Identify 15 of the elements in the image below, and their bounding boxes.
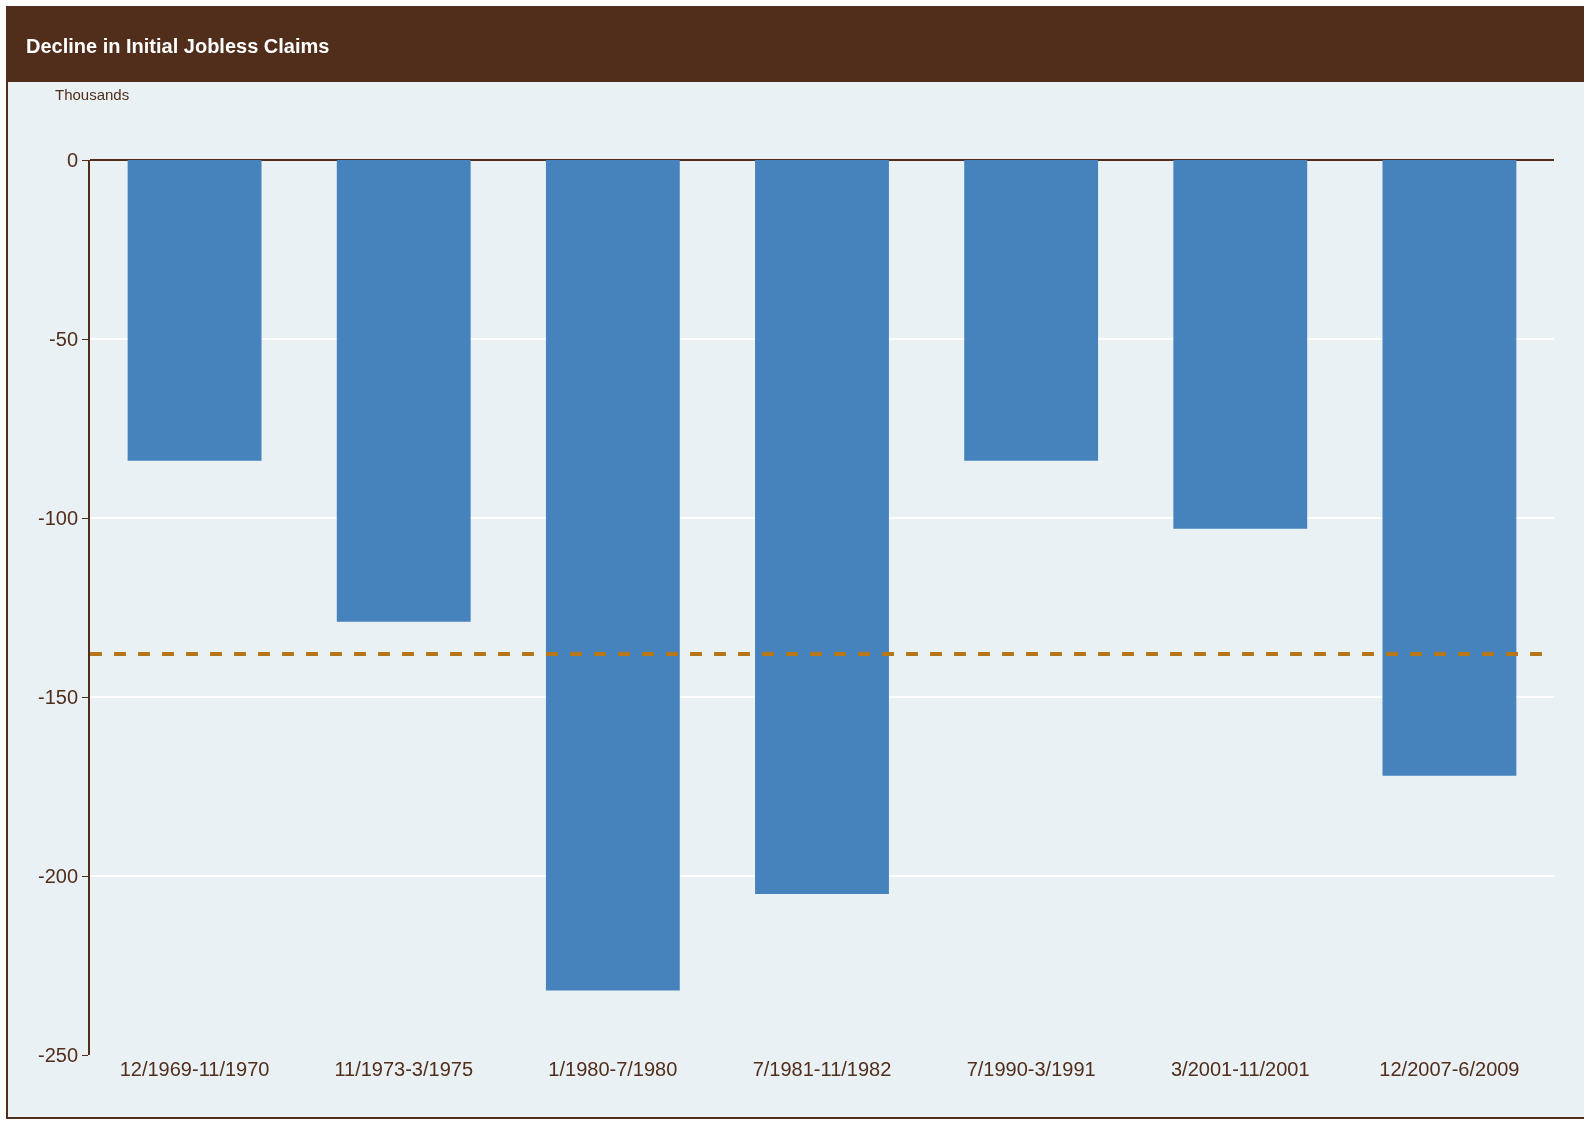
y-tick-label: -100 bbox=[37, 507, 78, 529]
y-tick-label: -250 bbox=[37, 1044, 78, 1066]
y-tick-label: 0 bbox=[66, 149, 78, 171]
x-tick-label: 11/1973-3/1975 bbox=[334, 1058, 474, 1080]
x-tick-label: 12/2007-6/2009 bbox=[1379, 1058, 1520, 1080]
x-tick-label: 7/1981-11/1982 bbox=[752, 1058, 892, 1080]
x-tick-label: 1/1980-7/1980 bbox=[548, 1058, 678, 1080]
y-axis-title: Thousands bbox=[55, 86, 130, 103]
chart-title: Decline in Initial Jobless Claims bbox=[6, 6, 1584, 82]
x-tick-label: 3/2001-11/2001 bbox=[1170, 1058, 1310, 1080]
x-tick-label: 12/1969-11/1970 bbox=[119, 1058, 270, 1080]
y-tick-label: -150 bbox=[37, 686, 78, 708]
x-tick-label: 7/1990-3/1991 bbox=[966, 1058, 1096, 1080]
y-tick-label: -200 bbox=[37, 865, 78, 887]
y-tick-label: -50 bbox=[49, 328, 78, 350]
